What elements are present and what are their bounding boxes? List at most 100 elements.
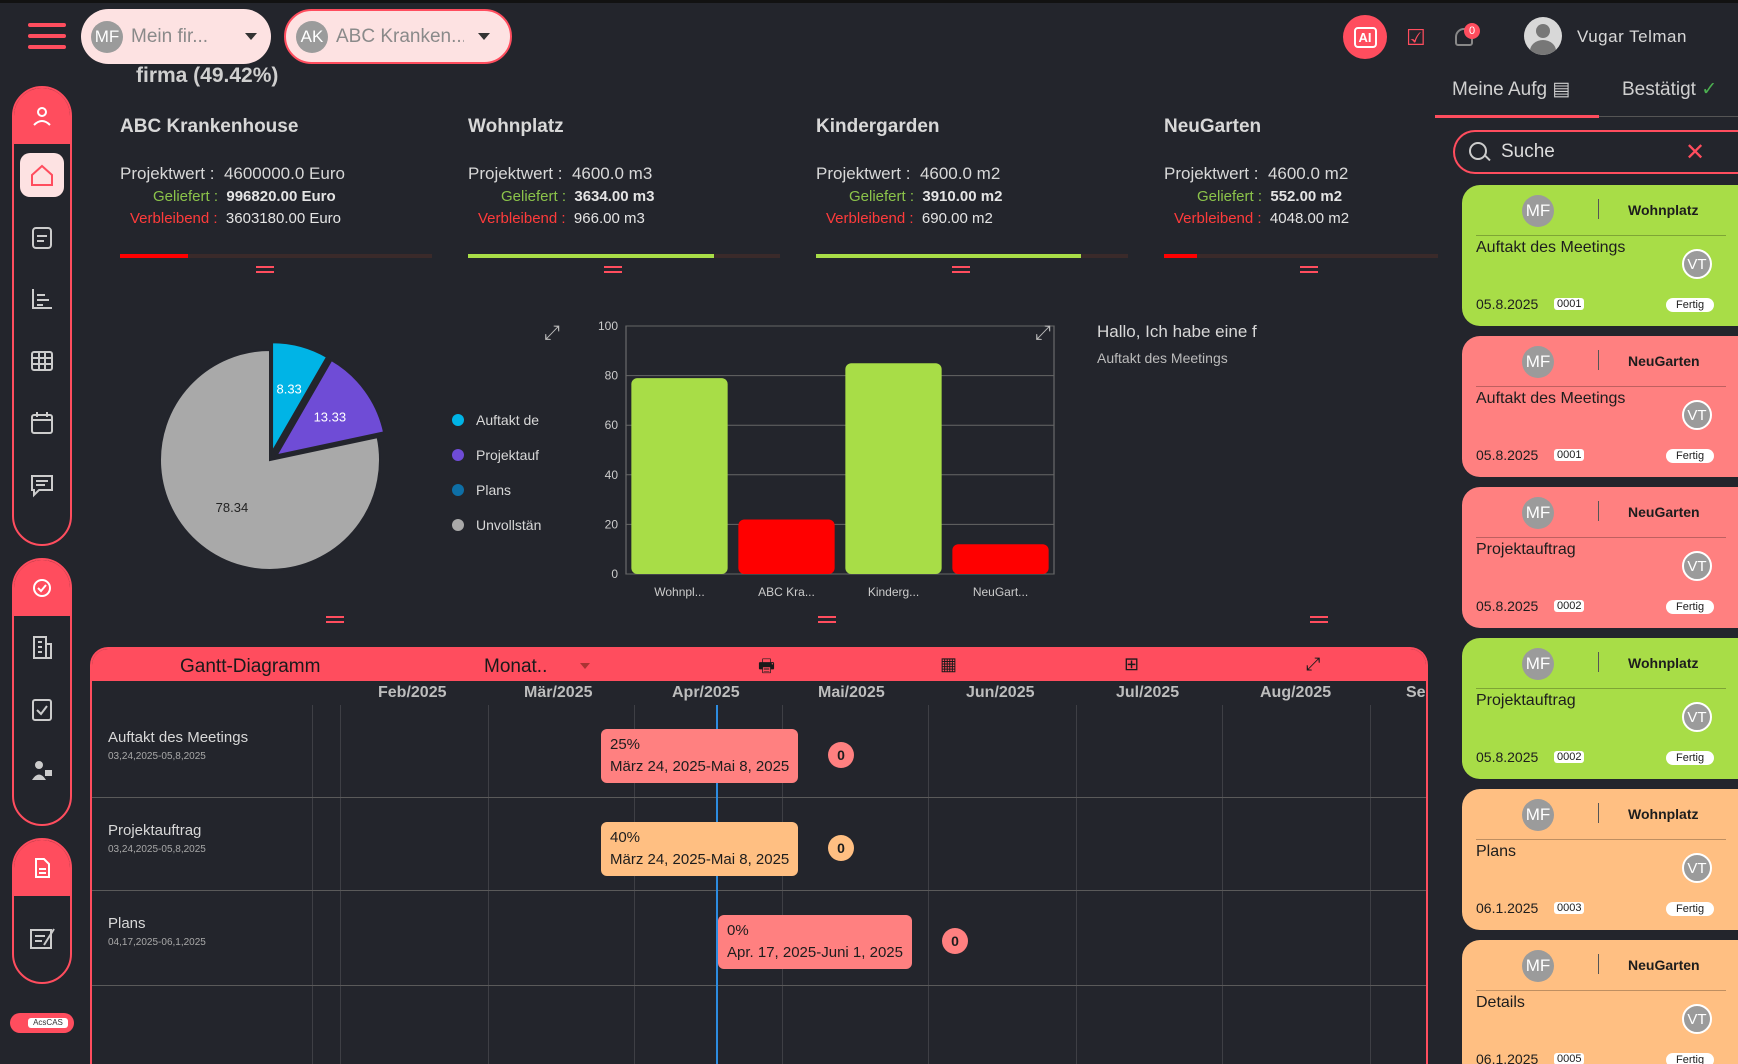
- ai-button[interactable]: AI: [1343, 15, 1387, 59]
- sidebar-item-checklist[interactable]: [14, 678, 70, 740]
- drag-handle-icon[interactable]: [952, 266, 970, 273]
- assignee-avatar: VT: [1682, 249, 1712, 279]
- task-card[interactable]: MF NeuGarten Details VT 06.1.2025 0005 F…: [1462, 940, 1738, 1064]
- grid-line: [488, 705, 489, 1064]
- chat-message[interactable]: Hallo, Ich habe eine f Auftakt des Meeti…: [1097, 322, 1257, 366]
- comment-count[interactable]: 0: [828, 835, 854, 861]
- task-date: 05.8.2025: [1476, 598, 1539, 614]
- project-card[interactable]: ABC Krankenhouse Projektwert : 4600000.0…: [106, 100, 436, 278]
- menu-icon[interactable]: [28, 23, 66, 49]
- pie-legend: Auftakt de Projektauf Plans Unvollstän: [452, 402, 541, 542]
- legend-item[interactable]: Auftakt de: [452, 402, 541, 437]
- pie-slice[interactable]: [159, 348, 381, 571]
- project-card[interactable]: NeuGarten Projektwert : 4600.0 m2 Gelief…: [1150, 100, 1440, 278]
- project-card[interactable]: Wohnplatz Projektwert : 4600.0 m3 Gelief…: [454, 100, 784, 278]
- gantt-row[interactable]: Auftakt des Meetings 03,24,2025-05,8,202…: [92, 705, 1426, 798]
- company-select[interactable]: MF Mein fir...: [81, 9, 271, 64]
- user-avatar[interactable]: [1524, 17, 1562, 55]
- project-select[interactable]: AK ABC Kranken...: [284, 9, 512, 64]
- tab-divider: [1599, 116, 1738, 117]
- task-card[interactable]: MF Wohnplatz Plans VT 06.1.2025 0003 Fer…: [1462, 789, 1738, 930]
- drag-handle-icon[interactable]: [818, 616, 836, 623]
- sidebar-item-buildings[interactable]: [14, 616, 70, 678]
- project-value-row: Projektwert : 4600.0 m2: [816, 164, 1001, 183]
- legend-dot-icon: [452, 483, 464, 496]
- search-input[interactable]: [1501, 139, 1671, 165]
- calendar-icon[interactable]: ▦: [940, 654, 958, 674]
- drag-handle-icon[interactable]: [256, 266, 274, 273]
- bar[interactable]: [952, 544, 1049, 574]
- print-icon[interactable]: 🖶: [758, 656, 775, 676]
- sidebar-item-signature[interactable]: [14, 896, 70, 982]
- expand-icon[interactable]: ⤢: [1306, 654, 1321, 674]
- drag-handle-icon[interactable]: [1310, 616, 1328, 623]
- gantt-bar[interactable]: 25% März 24, 2025-Mai 8, 2025: [601, 729, 799, 783]
- comment-count[interactable]: 0: [828, 742, 854, 768]
- y-tick-label: 80: [605, 369, 619, 383]
- gantt-view-select[interactable]: Monat..: [484, 656, 548, 677]
- bar[interactable]: [845, 363, 942, 574]
- close-icon[interactable]: ✕: [1685, 139, 1706, 166]
- gantt-months: Feb/2025 Mär/2025 Apr/2025 Mai/2025 Jun/…: [92, 681, 1426, 705]
- badge-icon[interactable]: [14, 560, 70, 616]
- expand-icon[interactable]: ⤢: [544, 322, 560, 344]
- active-tab-indicator: [1435, 115, 1599, 118]
- task-card[interactable]: MF NeuGarten Projektauftrag VT 05.8.2025…: [1462, 487, 1738, 628]
- assignee-avatar: VT: [1682, 400, 1712, 430]
- sidebar-item-workers[interactable]: [14, 740, 70, 802]
- tab-confirmed[interactable]: Bestätigt ✓: [1622, 79, 1718, 100]
- project-card[interactable]: Kindergarden Projektwert : 4600.0 m2 Gel…: [802, 100, 1132, 278]
- task-number: 0005: [1554, 1053, 1585, 1064]
- tab-my-tasks[interactable]: Meine Aufg ▤: [1452, 79, 1571, 100]
- tasks-check-icon[interactable]: ☑: [1406, 25, 1426, 50]
- sidebar-item-reports[interactable]: [14, 268, 70, 330]
- grid-icon: [31, 351, 53, 371]
- legend-item[interactable]: Unvollstän: [452, 507, 541, 542]
- sidebar-item-tasks[interactable]: [14, 206, 70, 268]
- bell-icon[interactable]: 0: [1452, 23, 1480, 49]
- task-card[interactable]: MF Wohnplatz Auftakt des Meetings VT 05.…: [1462, 185, 1738, 326]
- legend-item[interactable]: Projektauf: [452, 437, 541, 472]
- pie-slice[interactable]: [271, 341, 329, 457]
- user-name[interactable]: Vugar Telman: [1577, 27, 1687, 46]
- user-icon[interactable]: [14, 88, 70, 144]
- gantt-row[interactable]: Projektauftrag 03,24,2025-05,8,2025: [92, 798, 1426, 891]
- document-icon[interactable]: [14, 840, 70, 896]
- task-date: 06.1.2025: [1476, 1051, 1539, 1064]
- bar[interactable]: [631, 378, 728, 574]
- legend-item[interactable]: Plans: [452, 472, 541, 507]
- sidebar-item-table[interactable]: [14, 330, 70, 392]
- drag-handle-icon[interactable]: [326, 616, 344, 623]
- project-value-row: Projektwert : 4600.0 m3: [468, 164, 653, 183]
- bar[interactable]: [738, 519, 835, 574]
- gantt-bar[interactable]: 40% März 24, 2025-Mai 8, 2025: [601, 822, 799, 876]
- task-title: Auftakt des Meetings: [1476, 390, 1626, 407]
- month-label: Jun/2025: [966, 684, 1035, 701]
- task-number: 0001: [1554, 298, 1585, 310]
- sidebar-item-messages[interactable]: [14, 454, 70, 516]
- task-title: Projektauftrag: [1476, 692, 1576, 709]
- sidebar-item-home[interactable]: [14, 144, 70, 206]
- pie-slice[interactable]: [274, 358, 386, 457]
- progress-fill: [120, 254, 188, 258]
- status-badge: Fertig: [1666, 449, 1715, 463]
- gantt-bar[interactable]: 0% Apr. 17, 2025-Juni 1, 2025: [718, 915, 912, 969]
- gantt-row[interactable]: Plans 04,17,2025-06,1,2025: [92, 891, 1426, 986]
- clipboard-icon: [32, 227, 52, 249]
- add-icon[interactable]: ⊞: [1124, 654, 1140, 674]
- month-label: Sep: [1406, 684, 1426, 701]
- drag-handle-icon[interactable]: [1300, 266, 1318, 273]
- sidebar-item-calendar[interactable]: [14, 392, 70, 454]
- task-card[interactable]: MF Wohnplatz Projektauftrag VT 05.8.2025…: [1462, 638, 1738, 779]
- chevron-down-icon[interactable]: [580, 663, 590, 669]
- expand-icon[interactable]: ⤢: [1035, 322, 1051, 344]
- grid-line: [1222, 705, 1223, 1064]
- task-project: NeuGarten: [1628, 353, 1700, 369]
- comment-count[interactable]: 0: [942, 928, 968, 954]
- task-card[interactable]: MF NeuGarten Auftakt des Meetings VT 05.…: [1462, 336, 1738, 477]
- grid-line: [1370, 705, 1371, 1064]
- task-date: 06.1.2025: [1476, 900, 1539, 916]
- task-title: Details: [1476, 994, 1525, 1011]
- drag-handle-icon[interactable]: [604, 266, 622, 273]
- task-number: 0001: [1554, 449, 1585, 461]
